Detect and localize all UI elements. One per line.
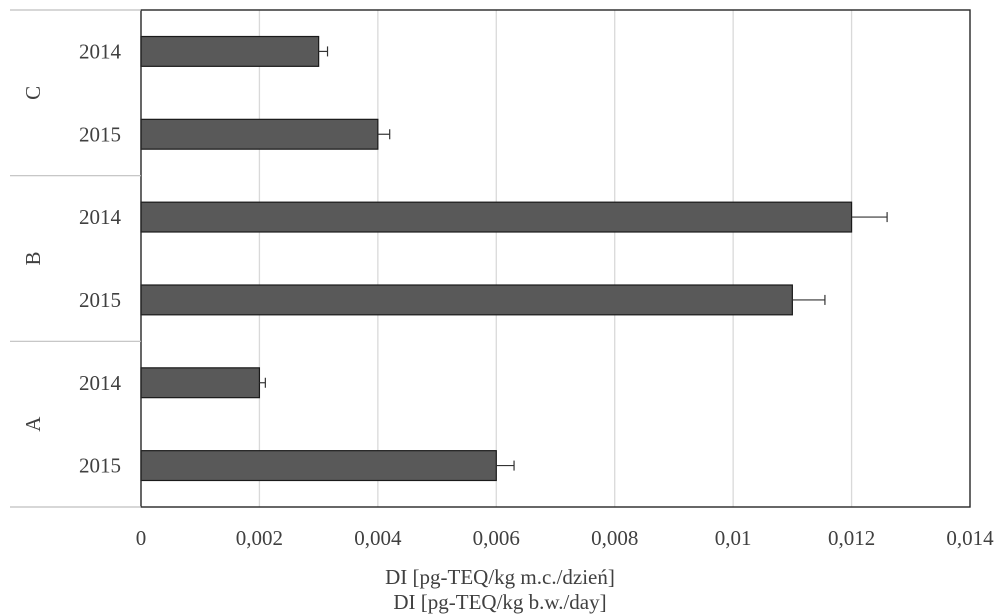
- bar: [140, 367, 261, 399]
- group-label: A: [21, 416, 45, 432]
- x-tick-label: 0,012: [828, 526, 875, 550]
- category-label: 2015: [79, 288, 121, 312]
- x-tick-label: 0,006: [473, 526, 520, 550]
- category-label: 2015: [79, 454, 121, 478]
- x-tick-labels: 0 0,002 0,004 0,006 0,008 0,01 0,012 0,014: [136, 526, 994, 550]
- category-label: 2014: [79, 205, 122, 229]
- bar: [140, 201, 853, 233]
- x-tick-label: 0,004: [354, 526, 402, 550]
- x-tick-label: 0,014: [946, 526, 994, 550]
- group-label: C: [21, 86, 45, 100]
- x-axis-title: DI [pg-TEQ/kg m.c./dzień]: [385, 565, 615, 589]
- plot-border: [140, 9, 971, 508]
- category-labels: 2014 2015 2014 2015 2014 2015 C B A: [21, 39, 122, 477]
- category-label: 2014: [79, 371, 122, 395]
- x-axis-title-english: DI [pg-TEQ/kg b.w./day]: [393, 590, 607, 614]
- x-tick-label: 0,008: [591, 526, 638, 550]
- bar: [140, 450, 497, 482]
- bar: [140, 35, 320, 67]
- x-tick-label: 0: [136, 526, 147, 550]
- bar: [140, 118, 379, 150]
- bar: [140, 284, 793, 316]
- category-label: 2014: [79, 39, 122, 63]
- x-tick-label: 0,002: [236, 526, 283, 550]
- x-tick-label: 0,01: [715, 526, 752, 550]
- category-label: 2015: [79, 122, 121, 146]
- plot-frame: [10, 9, 971, 508]
- bars: [140, 35, 888, 482]
- group-label: B: [21, 251, 45, 265]
- gridlines: [258, 10, 853, 507]
